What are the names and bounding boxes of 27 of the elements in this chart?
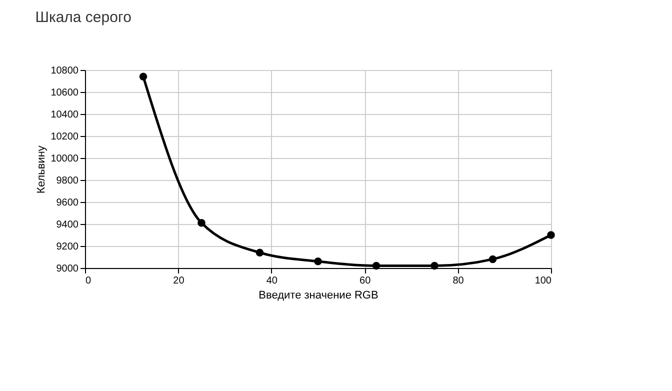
- point: [139, 72, 148, 80]
- x-tick-label: 20: [173, 276, 185, 286]
- point: [372, 262, 380, 270]
- x-tick-label: 100: [534, 276, 552, 286]
- x-tick-label: 80: [452, 276, 464, 286]
- y-tick-label: 9800: [56, 176, 79, 186]
- y-tick-label: 9000: [56, 264, 79, 274]
- y-tick-label: 9600: [56, 198, 79, 208]
- x-tick-label: 40: [266, 276, 278, 286]
- x-tick-label: 60: [360, 276, 372, 286]
- y-tick-label: 10800: [50, 66, 79, 76]
- chart-title: Шкала серого: [35, 9, 132, 26]
- point: [488, 255, 497, 264]
- point: [256, 248, 264, 256]
- y-axis-title: Кельвину: [36, 145, 48, 194]
- y-tick-label: 10200: [50, 132, 79, 142]
- point: [314, 258, 322, 266]
- point: [198, 219, 206, 227]
- y-tick-label: 9200: [56, 242, 79, 252]
- y-tick-label: 9400: [56, 220, 79, 230]
- y-tick-label: 10600: [50, 88, 79, 98]
- y-tick-label: 10400: [50, 110, 79, 120]
- point: [430, 262, 438, 270]
- point: [547, 231, 555, 239]
- x-axis-title: Введите значение RGB: [258, 290, 378, 302]
- x-tick-label: 0: [86, 276, 92, 286]
- y-tick-label: 10000: [50, 154, 79, 164]
